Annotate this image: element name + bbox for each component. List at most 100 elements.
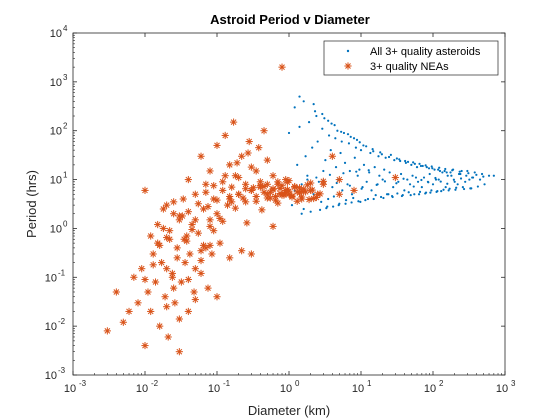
x-tick-label: 10 <box>208 383 220 395</box>
data-point <box>184 208 192 216</box>
data-point <box>407 191 410 194</box>
data-point <box>197 269 205 278</box>
data-point <box>229 118 238 126</box>
data-point <box>440 190 443 193</box>
data-point <box>444 167 447 171</box>
y-tick-label: 10 <box>50 126 62 138</box>
data-point <box>317 180 320 183</box>
data-point <box>438 169 442 173</box>
x-tick-label: 10 <box>64 383 76 395</box>
data-point <box>439 180 442 183</box>
data-point <box>425 165 428 169</box>
data-point <box>315 176 318 179</box>
x-tick-exponent: 2 <box>439 379 444 388</box>
data-point <box>171 299 179 307</box>
data-point <box>252 167 260 175</box>
data-point <box>173 254 181 262</box>
data-point <box>476 185 479 188</box>
x-tick-exponent: -3 <box>79 379 87 388</box>
data-point <box>443 169 446 173</box>
data-point <box>258 206 266 214</box>
data-point <box>213 196 221 204</box>
data-point <box>221 131 229 140</box>
data-point <box>417 193 421 196</box>
data-point <box>271 196 280 204</box>
data-point <box>449 171 452 174</box>
data-point <box>206 216 214 224</box>
data-point <box>365 145 368 148</box>
data-point <box>332 205 335 208</box>
data-point <box>173 244 181 252</box>
data-point <box>149 250 157 258</box>
data-point <box>318 208 322 211</box>
data-point <box>475 173 478 176</box>
data-point <box>437 168 440 171</box>
data-point <box>337 204 340 207</box>
data-point <box>331 186 334 189</box>
data-point <box>464 180 467 183</box>
data-point <box>373 165 376 169</box>
legend: All 3+ quality asteroids 3+ quality NEAs <box>323 40 499 76</box>
data-point <box>350 193 354 196</box>
data-point <box>445 171 448 174</box>
x-tick-exponent: 3 <box>511 379 516 388</box>
data-point <box>384 156 387 159</box>
data-point <box>141 341 149 350</box>
data-point <box>233 159 241 167</box>
data-point <box>456 183 459 186</box>
data-point <box>367 169 370 172</box>
data-point <box>302 207 305 211</box>
data-point <box>406 178 409 181</box>
data-point <box>147 307 155 316</box>
data-point <box>213 210 221 218</box>
data-point <box>454 188 457 191</box>
data-point <box>263 156 271 164</box>
data-point <box>263 180 271 188</box>
data-point <box>419 164 423 168</box>
data-point <box>429 191 432 194</box>
data-point <box>395 182 398 185</box>
data-point <box>170 198 178 206</box>
y-tick-exponent: -1 <box>58 268 66 277</box>
data-point <box>191 190 199 198</box>
data-point <box>323 117 326 120</box>
data-point <box>269 222 277 231</box>
data-point <box>252 192 260 201</box>
data-point <box>385 193 389 196</box>
data-point <box>378 174 381 177</box>
data-point <box>352 137 356 140</box>
data-point <box>300 212 303 215</box>
data-point <box>355 170 358 173</box>
data-point <box>478 178 482 181</box>
data-point <box>197 256 205 265</box>
data-point <box>296 163 299 166</box>
data-point <box>372 197 375 201</box>
data-point <box>437 178 440 181</box>
data-point <box>388 171 391 174</box>
data-point <box>399 159 402 163</box>
data-point <box>213 141 221 150</box>
data-point <box>460 169 463 173</box>
data-point <box>393 159 396 162</box>
data-point <box>191 216 199 224</box>
data-point <box>166 227 174 235</box>
y-tick-exponent: -2 <box>58 317 66 326</box>
data-point <box>339 151 342 155</box>
data-point <box>213 293 221 301</box>
data-point <box>282 175 290 184</box>
axes-box <box>72 32 506 376</box>
data-point <box>366 197 370 201</box>
data-point <box>428 172 431 176</box>
data-point <box>245 137 253 146</box>
data-point <box>231 204 239 212</box>
data-point <box>350 201 353 204</box>
data-point <box>418 162 421 165</box>
data-point <box>219 217 227 225</box>
data-point <box>311 146 314 149</box>
x-tick-label: 10 <box>496 383 508 395</box>
data-point <box>448 187 451 190</box>
series-asteroids <box>287 95 495 215</box>
data-point <box>382 196 385 200</box>
data-point <box>427 167 431 170</box>
